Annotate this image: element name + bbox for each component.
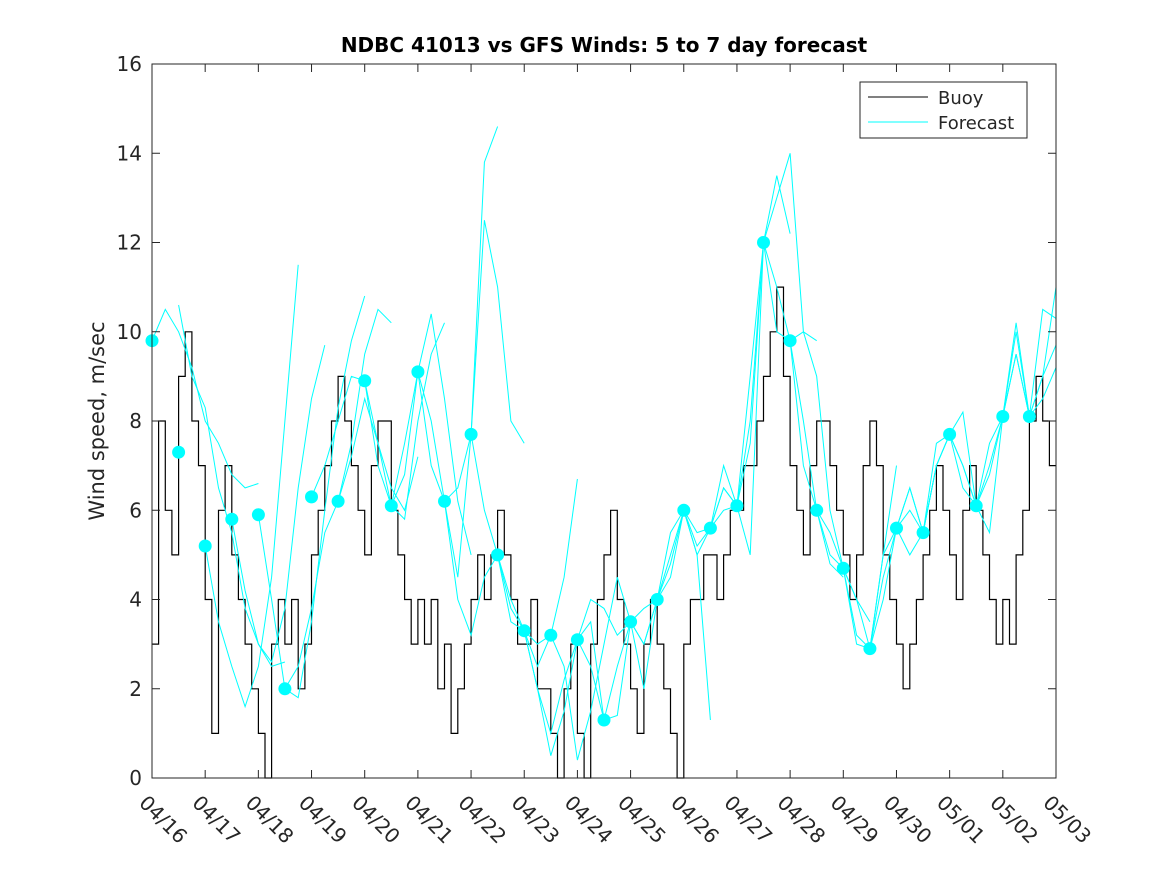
forecast-marker-26 xyxy=(836,561,850,575)
forecast-trace-0 xyxy=(151,308,259,489)
buoy-line xyxy=(152,286,1056,779)
forecast-trace-15 xyxy=(550,577,658,761)
y-tick-label: 12 xyxy=(117,231,142,255)
forecast-marker-21 xyxy=(703,521,717,535)
forecast-marker-3 xyxy=(225,512,239,526)
forecast-marker-29 xyxy=(916,526,930,540)
forecast-marker-2 xyxy=(198,539,212,553)
forecast-trace-13 xyxy=(497,554,605,756)
legend-label-buoy: Buoy xyxy=(938,88,984,109)
y-axis-label: Wind speed, m/sec xyxy=(85,321,109,520)
forecast-marker-10 xyxy=(411,365,425,379)
forecast-marker-18 xyxy=(624,615,638,629)
forecast-marker-17 xyxy=(597,713,611,727)
forecast-marker-31 xyxy=(969,499,983,513)
chart-title: NDBC 41013 vs GFS Winds: 5 to 7 day fore… xyxy=(341,33,868,57)
forecast-marker-8 xyxy=(358,374,372,388)
forecast-marker-1 xyxy=(172,445,186,459)
forecast-trace-3 xyxy=(231,344,326,664)
y-tick-label: 2 xyxy=(129,677,142,701)
forecast-marker-14 xyxy=(517,624,531,638)
y-tick-label: 10 xyxy=(117,320,142,344)
forecast-marker-4 xyxy=(251,508,265,522)
forecast-marker-13 xyxy=(491,548,505,562)
y-tick-label: 0 xyxy=(129,766,142,790)
forecast-trace-1 xyxy=(178,304,286,668)
forecast-marker-32 xyxy=(996,410,1010,423)
forecast-trace-31 xyxy=(975,353,1057,506)
y-tick-label: 6 xyxy=(129,498,142,522)
forecast-trace-4 xyxy=(257,295,366,699)
y-tick-label: 16 xyxy=(117,52,142,76)
forecast-marker-25 xyxy=(810,503,824,517)
forecast-marker-9 xyxy=(384,499,398,513)
forecast-marker-24 xyxy=(783,334,797,348)
forecast-marker-16 xyxy=(570,633,584,647)
forecast-marker-12 xyxy=(464,427,478,441)
forecast-marker-28 xyxy=(890,521,903,535)
forecast-marker-11 xyxy=(438,494,451,508)
plot-area xyxy=(152,64,1056,778)
forecast-trace-33 xyxy=(1028,344,1057,417)
forecast-marker-33 xyxy=(1022,410,1036,423)
forecast-marker-23 xyxy=(757,236,770,249)
forecast-marker-20 xyxy=(677,503,691,517)
legend: Buoy Forecast xyxy=(859,81,1028,139)
y-tick-label: 8 xyxy=(129,409,142,433)
buoy-series xyxy=(152,286,1056,779)
forecast-marker-22 xyxy=(730,499,744,513)
y-tick-label: 4 xyxy=(129,588,142,612)
forecast-marker-27 xyxy=(863,642,877,656)
forecast-marker-7 xyxy=(331,494,345,508)
y-tick-label: 14 xyxy=(117,141,142,165)
y-axis: 0 2 4 6 8 10 12 14 16 xyxy=(117,52,1056,790)
legend-label-forecast: Forecast xyxy=(938,113,1014,134)
forecast-marker-30 xyxy=(943,427,957,441)
forecast-marker-6 xyxy=(305,490,318,504)
forecast-marker-15 xyxy=(544,628,558,642)
legend-box xyxy=(859,81,1028,139)
forecast-marker-5 xyxy=(278,682,292,696)
forecast-trace-2 xyxy=(204,264,299,709)
forecast-markers xyxy=(145,236,1036,727)
forecast-marker-19 xyxy=(650,593,664,606)
